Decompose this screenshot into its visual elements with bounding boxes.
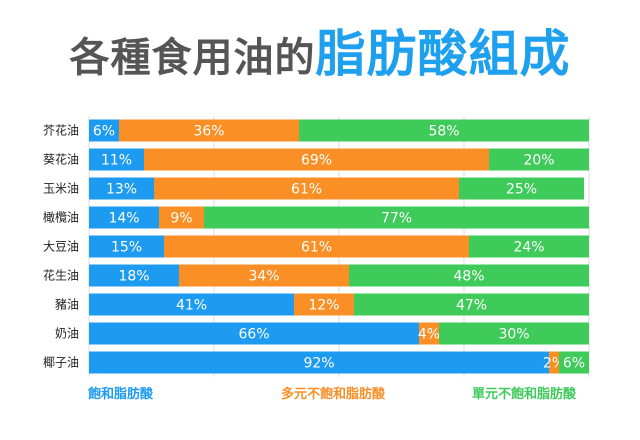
bar-segment (159, 206, 204, 229)
category-label: 芥花油 (43, 123, 79, 138)
bar-segment (354, 293, 589, 316)
data-label: 14% (108, 211, 139, 227)
data-label: 20% (523, 153, 554, 169)
bar-segment (459, 177, 584, 200)
category-label: 花生油 (43, 268, 79, 283)
bar-segment (299, 119, 589, 142)
bar-segment (489, 148, 589, 171)
bar-segment (89, 177, 154, 200)
data-label: 47% (456, 298, 487, 314)
data-label: 61% (291, 182, 322, 198)
category-label: 玉米油 (43, 182, 79, 196)
bar-segment (89, 293, 294, 316)
bar-segment (469, 235, 589, 258)
bar-segment (119, 119, 299, 142)
data-label: 9% (170, 211, 192, 227)
data-label: 69% (301, 153, 332, 169)
data-label: 4% (418, 327, 440, 343)
chart-title: 各種食用油的脂肪酸組成 (0, 14, 640, 86)
data-label: 6% (563, 356, 585, 372)
bar-segment (89, 351, 549, 374)
data-label: 58% (428, 124, 459, 140)
bar-segment (164, 235, 469, 258)
data-label: 12% (308, 298, 339, 314)
bar-segment (559, 351, 589, 374)
data-label: 24% (513, 240, 544, 256)
data-label: 41% (176, 298, 207, 314)
data-label: 15% (111, 240, 142, 256)
bar-segment (89, 206, 159, 229)
bar-segment (419, 322, 439, 345)
data-label: 77% (381, 211, 412, 227)
bar-segment (204, 206, 589, 229)
data-label: 66% (238, 327, 269, 343)
bar-segment (89, 148, 144, 171)
bar-segment (349, 264, 589, 287)
category-label: 椰子油 (43, 355, 79, 370)
category-label: 橄欖油 (43, 210, 79, 225)
legend-polyunsaturated: 多元不飽和脂肪酸 (281, 387, 386, 402)
title-part-1: 各種食用油的 (69, 35, 316, 81)
bar-segment (89, 264, 179, 287)
data-label: 18% (118, 269, 149, 285)
data-label: 6% (93, 124, 115, 140)
bar-segment (144, 148, 489, 171)
bar-segment (89, 235, 164, 258)
legend-monounsaturated: 單元不飽和脂肪酸 (472, 387, 577, 402)
bar-segment (179, 264, 349, 287)
bar-segment (89, 119, 119, 142)
data-label: 92% (303, 356, 334, 372)
data-label: 48% (453, 269, 484, 285)
data-label: 25% (506, 182, 537, 198)
data-label: 11% (101, 153, 132, 169)
category-label: 葵花油 (43, 152, 79, 167)
bar-segment (154, 177, 459, 200)
category-label: 奶油 (55, 327, 79, 341)
title-part-2: 脂肪酸組成 (315, 25, 571, 83)
data-label: 61% (301, 240, 332, 256)
legend-saturated: 飽和脂肪酸 (88, 387, 154, 402)
bar-segment (89, 322, 419, 345)
bar-segment (439, 322, 589, 345)
data-label: 13% (106, 182, 137, 198)
bar-segment (549, 351, 559, 374)
category-label: 大豆油 (43, 240, 79, 254)
category-label: 豬油 (55, 298, 79, 312)
data-label: 30% (498, 327, 529, 343)
bar-segment (294, 293, 354, 316)
data-label: 34% (248, 269, 279, 285)
data-label: 36% (193, 124, 224, 140)
